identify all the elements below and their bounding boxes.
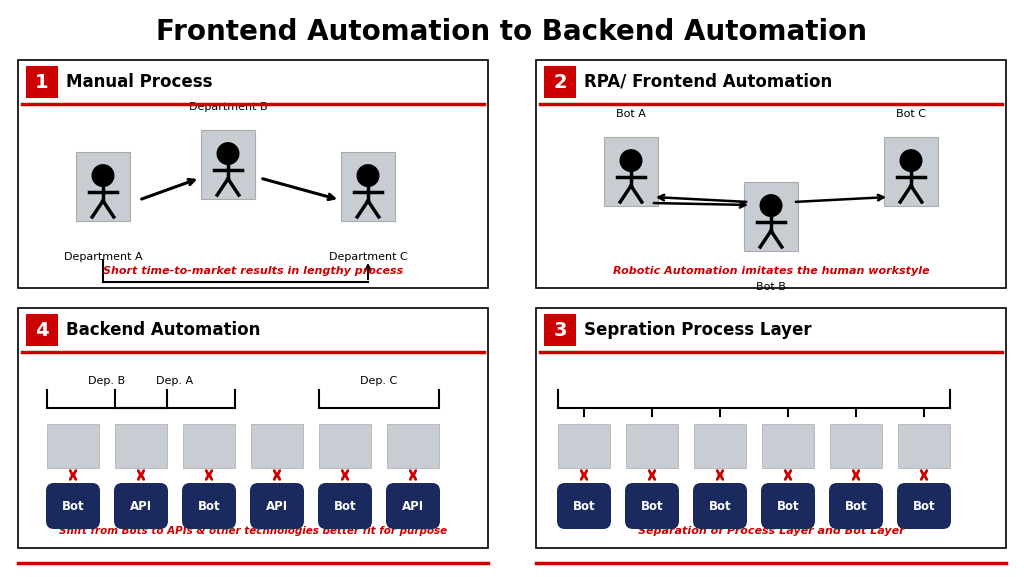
Text: Sepration Process Layer: Sepration Process Layer (584, 321, 812, 339)
Text: Department A: Department A (63, 252, 142, 262)
Bar (251, 424, 303, 468)
Text: Separation of Process Layer and Bot Layer: Separation of Process Layer and Bot Laye… (638, 526, 904, 536)
Text: RPA/ Frontend Automation: RPA/ Frontend Automation (584, 73, 833, 91)
Bar (26, 66, 58, 98)
Bar (626, 424, 678, 468)
FancyBboxPatch shape (182, 483, 236, 529)
Text: Bot: Bot (641, 500, 664, 512)
Text: Bot: Bot (776, 500, 800, 512)
FancyBboxPatch shape (46, 483, 100, 529)
Text: Bot A: Bot A (616, 109, 646, 119)
Bar (201, 130, 255, 199)
Bar (76, 152, 130, 221)
Bar (884, 137, 938, 206)
Bar (604, 137, 658, 206)
Bar (115, 424, 167, 468)
Text: Short time-to-market results in lengthy process: Short time-to-market results in lengthy … (102, 266, 403, 276)
FancyBboxPatch shape (625, 483, 679, 529)
Bar (387, 424, 439, 468)
Text: 3: 3 (553, 320, 566, 339)
Bar (694, 424, 746, 468)
Bar (47, 424, 99, 468)
Bar (830, 424, 882, 468)
Text: Bot C: Bot C (896, 109, 926, 119)
Text: Bot: Bot (709, 500, 731, 512)
Text: API: API (130, 500, 152, 512)
Bar (18, 60, 488, 288)
FancyBboxPatch shape (386, 483, 440, 529)
Text: Manual Process: Manual Process (66, 73, 213, 91)
Bar (544, 314, 575, 346)
Text: Backend Automation: Backend Automation (66, 321, 260, 339)
Text: Dep. B: Dep. B (88, 376, 126, 386)
Bar (183, 424, 234, 468)
Text: Frontend Automation to Backend Automation: Frontend Automation to Backend Automatio… (157, 18, 867, 46)
Circle shape (760, 195, 781, 216)
Bar (26, 314, 58, 346)
FancyBboxPatch shape (114, 483, 168, 529)
FancyBboxPatch shape (829, 483, 883, 529)
Text: Bot: Bot (334, 500, 356, 512)
Text: Shift from Bots to APIs & other technologies better fit for purpose: Shift from Bots to APIs & other technolo… (59, 526, 447, 536)
Circle shape (357, 165, 379, 186)
Text: 2: 2 (553, 73, 567, 92)
Text: Bot: Bot (912, 500, 935, 512)
Bar (341, 152, 395, 221)
Bar (536, 308, 1006, 548)
Text: API: API (266, 500, 288, 512)
Text: 4: 4 (35, 320, 49, 339)
Text: Robotic Automation imitates the human workstyle: Robotic Automation imitates the human wo… (612, 266, 930, 276)
Text: Department B: Department B (188, 102, 267, 112)
FancyBboxPatch shape (318, 483, 372, 529)
FancyBboxPatch shape (557, 483, 611, 529)
Bar (544, 66, 575, 98)
Text: Bot: Bot (198, 500, 220, 512)
Circle shape (621, 150, 642, 171)
Text: 1: 1 (35, 73, 49, 92)
Text: Bot: Bot (845, 500, 867, 512)
Text: Department C: Department C (329, 252, 408, 262)
FancyBboxPatch shape (250, 483, 304, 529)
Bar (536, 60, 1006, 288)
Text: Bot: Bot (61, 500, 84, 512)
Bar (18, 308, 488, 548)
FancyBboxPatch shape (897, 483, 951, 529)
Text: Dep. A: Dep. A (157, 376, 194, 386)
Bar (319, 424, 371, 468)
Bar (558, 424, 610, 468)
Text: API: API (402, 500, 424, 512)
Bar (898, 424, 950, 468)
Text: Dep. C: Dep. C (360, 376, 397, 386)
Bar (762, 424, 814, 468)
Circle shape (217, 143, 239, 164)
Bar (744, 182, 798, 251)
Text: Bot: Bot (572, 500, 595, 512)
FancyBboxPatch shape (693, 483, 746, 529)
Text: Bot B: Bot B (756, 282, 786, 292)
Circle shape (92, 165, 114, 186)
Circle shape (900, 150, 922, 171)
FancyBboxPatch shape (761, 483, 815, 529)
